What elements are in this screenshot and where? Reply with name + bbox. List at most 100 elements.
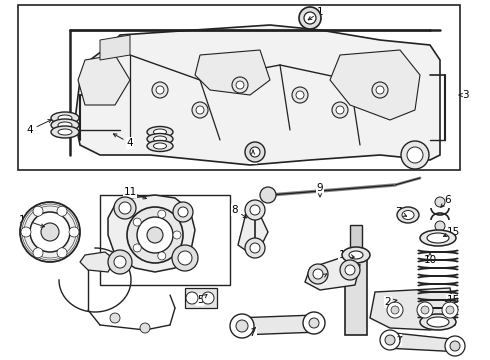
Circle shape (33, 206, 43, 216)
Text: 17: 17 (244, 328, 257, 338)
Circle shape (296, 91, 304, 99)
Circle shape (196, 106, 204, 114)
Ellipse shape (427, 233, 449, 243)
Circle shape (230, 314, 254, 338)
Text: 5: 5 (196, 295, 203, 305)
Ellipse shape (342, 247, 370, 263)
Circle shape (133, 244, 141, 252)
Circle shape (445, 336, 465, 356)
Circle shape (202, 292, 214, 304)
Ellipse shape (51, 119, 79, 131)
Circle shape (20, 202, 80, 262)
Ellipse shape (402, 211, 414, 220)
Bar (345, 255, 367, 335)
Ellipse shape (147, 126, 173, 138)
Polygon shape (80, 252, 115, 272)
Circle shape (407, 147, 423, 163)
Circle shape (385, 335, 395, 345)
Circle shape (304, 12, 316, 24)
Ellipse shape (153, 136, 167, 142)
Bar (100, 195, 230, 285)
Text: 6: 6 (445, 195, 451, 205)
Circle shape (417, 302, 433, 318)
Circle shape (442, 302, 458, 318)
Circle shape (245, 142, 265, 162)
Circle shape (127, 207, 183, 263)
Text: 10: 10 (423, 255, 437, 265)
Polygon shape (195, 50, 270, 95)
Ellipse shape (51, 126, 79, 138)
Circle shape (387, 302, 403, 318)
Circle shape (332, 102, 348, 118)
Circle shape (108, 250, 132, 274)
Circle shape (158, 252, 166, 260)
Ellipse shape (420, 314, 456, 330)
Text: 16: 16 (314, 273, 327, 283)
Polygon shape (238, 205, 268, 252)
Polygon shape (108, 195, 195, 272)
Circle shape (250, 243, 260, 253)
Circle shape (110, 313, 120, 323)
Ellipse shape (58, 129, 72, 135)
Circle shape (236, 81, 244, 89)
Circle shape (376, 86, 384, 94)
Text: 15: 15 (446, 227, 460, 237)
Circle shape (173, 231, 181, 239)
Polygon shape (370, 288, 455, 330)
Circle shape (245, 200, 265, 220)
Circle shape (114, 256, 126, 268)
Text: 7: 7 (394, 207, 401, 217)
Circle shape (33, 248, 43, 258)
Polygon shape (75, 25, 440, 165)
Circle shape (152, 82, 168, 98)
Ellipse shape (397, 207, 419, 223)
Ellipse shape (147, 140, 173, 152)
Text: 2: 2 (385, 297, 392, 307)
Text: 4: 4 (26, 125, 33, 135)
Text: 1: 1 (317, 7, 323, 17)
Polygon shape (385, 332, 462, 352)
Ellipse shape (349, 251, 363, 259)
Circle shape (446, 306, 454, 314)
Circle shape (292, 87, 308, 103)
Circle shape (192, 102, 208, 118)
Text: 8: 8 (232, 205, 238, 215)
Text: 9: 9 (317, 183, 323, 193)
Circle shape (41, 223, 59, 241)
Circle shape (372, 82, 388, 98)
Polygon shape (305, 258, 360, 290)
Ellipse shape (58, 115, 72, 121)
Circle shape (401, 141, 429, 169)
Circle shape (57, 248, 67, 258)
Polygon shape (235, 315, 320, 335)
Circle shape (236, 320, 248, 332)
Circle shape (435, 197, 445, 207)
Text: 1: 1 (250, 153, 256, 163)
Ellipse shape (51, 112, 79, 124)
Circle shape (178, 251, 192, 265)
Circle shape (308, 264, 328, 284)
Text: 14: 14 (339, 250, 352, 260)
Circle shape (303, 312, 325, 334)
Ellipse shape (58, 122, 72, 128)
Circle shape (345, 265, 355, 275)
Polygon shape (100, 35, 130, 60)
Circle shape (309, 318, 319, 328)
Polygon shape (330, 50, 420, 120)
Text: 3: 3 (462, 90, 468, 100)
Circle shape (421, 306, 429, 314)
Circle shape (156, 86, 164, 94)
Bar (18, 5, 460, 170)
Circle shape (137, 217, 173, 253)
Circle shape (313, 269, 323, 279)
Circle shape (380, 330, 400, 350)
Ellipse shape (153, 129, 167, 135)
Circle shape (340, 260, 360, 280)
Polygon shape (78, 55, 130, 105)
Circle shape (232, 77, 248, 93)
Circle shape (158, 210, 166, 218)
Circle shape (119, 202, 131, 214)
Circle shape (450, 341, 460, 351)
Ellipse shape (420, 230, 456, 246)
Circle shape (147, 227, 163, 243)
